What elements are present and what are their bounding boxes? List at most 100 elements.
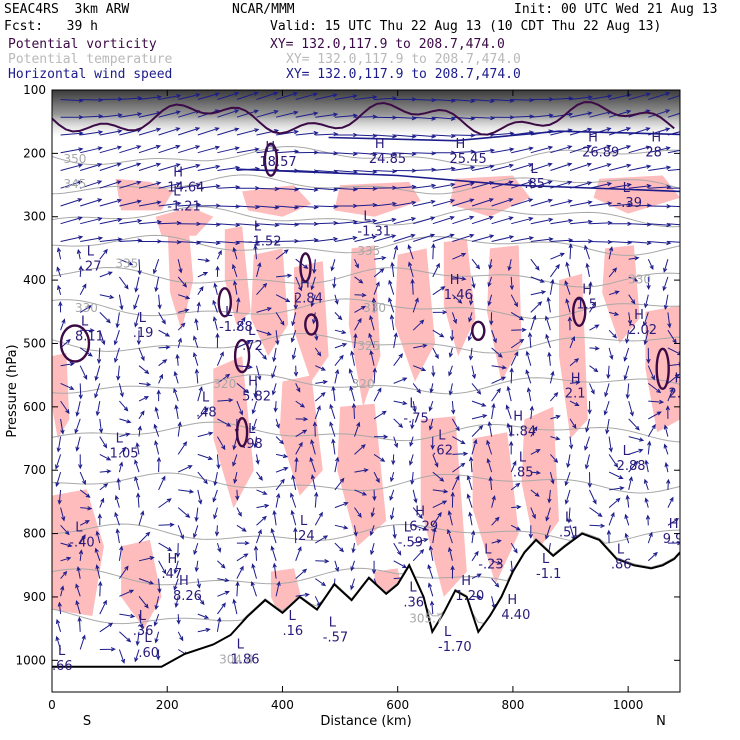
- wind-vector: [256, 282, 268, 296]
- wind-vector: [119, 112, 143, 118]
- wind-vector: [663, 294, 669, 311]
- wind-vector: [95, 564, 101, 579]
- wind-vector: [642, 312, 649, 327]
- wind-vector: [608, 109, 632, 118]
- wind-vector: [60, 131, 84, 136]
- wind-vector: [75, 436, 81, 452]
- wind-vector: [158, 359, 168, 367]
- wind-vector: [80, 130, 104, 136]
- field-wind-name: Horizontal wind speed: [8, 67, 173, 82]
- wind-vector: [77, 616, 82, 632]
- x-tick-label: 400: [271, 698, 294, 712]
- pv-extremum-value: -.40: [69, 535, 94, 550]
- wind-vector: [256, 471, 263, 481]
- wind-vector: [315, 151, 339, 156]
- terrain-ground-fill: [52, 533, 680, 692]
- wind-vector: [272, 509, 277, 526]
- wind-vector: [99, 198, 123, 207]
- pv-low-marker: L: [617, 542, 625, 557]
- wind-vector: [585, 262, 590, 277]
- wind-vector: [452, 294, 463, 304]
- wind-vector: [175, 353, 180, 366]
- pv-extremum-value: 1.86: [231, 653, 260, 668]
- wind-vector: [194, 318, 199, 331]
- x-end-north: N: [656, 714, 666, 729]
- wind-vector: [393, 560, 408, 569]
- wind-vector: [432, 511, 442, 526]
- wind-vector: [471, 414, 488, 420]
- pv-low-marker: L: [404, 520, 412, 535]
- wind-vector: [314, 405, 321, 420]
- wind-vector: [158, 94, 182, 100]
- wind-vector: [624, 513, 630, 526]
- wind-vector: [511, 327, 527, 333]
- pv-low-marker: L: [519, 451, 527, 466]
- wind-vector: [158, 239, 182, 245]
- wind-vector: [94, 383, 101, 399]
- wind-vector: [314, 511, 323, 526]
- pv-extremum-value: .16: [283, 624, 304, 639]
- wind-vector: [627, 312, 633, 326]
- wind-vector: [647, 551, 658, 562]
- wind-vector: [569, 400, 580, 407]
- wind-vector: [647, 258, 654, 271]
- wind-vector: [530, 426, 538, 437]
- wind-vector: [75, 599, 81, 615]
- wind-vector: [530, 489, 540, 497]
- wind-vector: [197, 240, 221, 246]
- wind-vector: [275, 418, 280, 429]
- axes-layer: 100 200 300 400 500 600 700 800 900 1000 0 200 400 60…: [5, 83, 680, 729]
- wind-vector: [99, 312, 111, 324]
- wind-vector: [80, 198, 103, 207]
- wind-vector: [569, 380, 581, 385]
- wind-vector: [290, 330, 297, 343]
- wind-vector: [645, 514, 651, 526]
- wind-vector: [530, 162, 553, 171]
- wind-vector: [584, 244, 590, 260]
- theta-contour-label: 305.7: [409, 611, 443, 625]
- wind-vector: [177, 259, 183, 274]
- wind-vector: [138, 595, 149, 609]
- wind-vector: [491, 365, 507, 370]
- wind-vector: [173, 560, 179, 575]
- wind-vector: [628, 183, 652, 189]
- wind-vector: [428, 418, 434, 431]
- pv-shading-region: [602, 245, 640, 344]
- wind-vector: [625, 330, 630, 344]
- wind-vector: [412, 548, 425, 562]
- wind-speed-contour: [328, 130, 680, 142]
- wind-vector: [373, 387, 382, 402]
- wind-vector: [295, 276, 303, 292]
- wind-vector: [134, 276, 140, 293]
- wind-vector: [648, 165, 672, 171]
- wind-vector: [550, 112, 574, 118]
- wind-vector: [275, 478, 285, 491]
- wind-vector: [667, 187, 680, 189]
- wind-vector: [138, 613, 144, 629]
- wind-vector: [334, 456, 340, 473]
- wind-vector: [329, 421, 336, 437]
- wind-vector: [173, 578, 179, 591]
- wind-vector: [177, 525, 184, 540]
- wind-vector: [388, 297, 395, 313]
- wind-vector: [99, 622, 114, 633]
- wind-vector: [530, 276, 545, 283]
- wind-vector: [589, 365, 599, 373]
- pv-extremum-value: .48: [196, 405, 217, 420]
- wind-vector: [628, 164, 652, 171]
- wind-vector: [432, 489, 449, 494]
- wind-vector: [56, 247, 62, 260]
- wind-vector: [663, 443, 669, 455]
- pv-extremum-value: .62: [432, 443, 453, 458]
- wind-vector: [432, 262, 440, 278]
- pv-shading-region: [167, 213, 194, 331]
- wind-vector: [193, 525, 199, 539]
- wind-vector: [549, 471, 555, 485]
- wind-vector: [75, 583, 81, 597]
- wind-vector: [489, 312, 494, 326]
- wind-vector: [466, 493, 473, 508]
- wind-vector: [194, 560, 199, 573]
- pv-contour-loop: [572, 296, 587, 327]
- wind-vector: [236, 400, 243, 416]
- wind-vector: [644, 497, 649, 508]
